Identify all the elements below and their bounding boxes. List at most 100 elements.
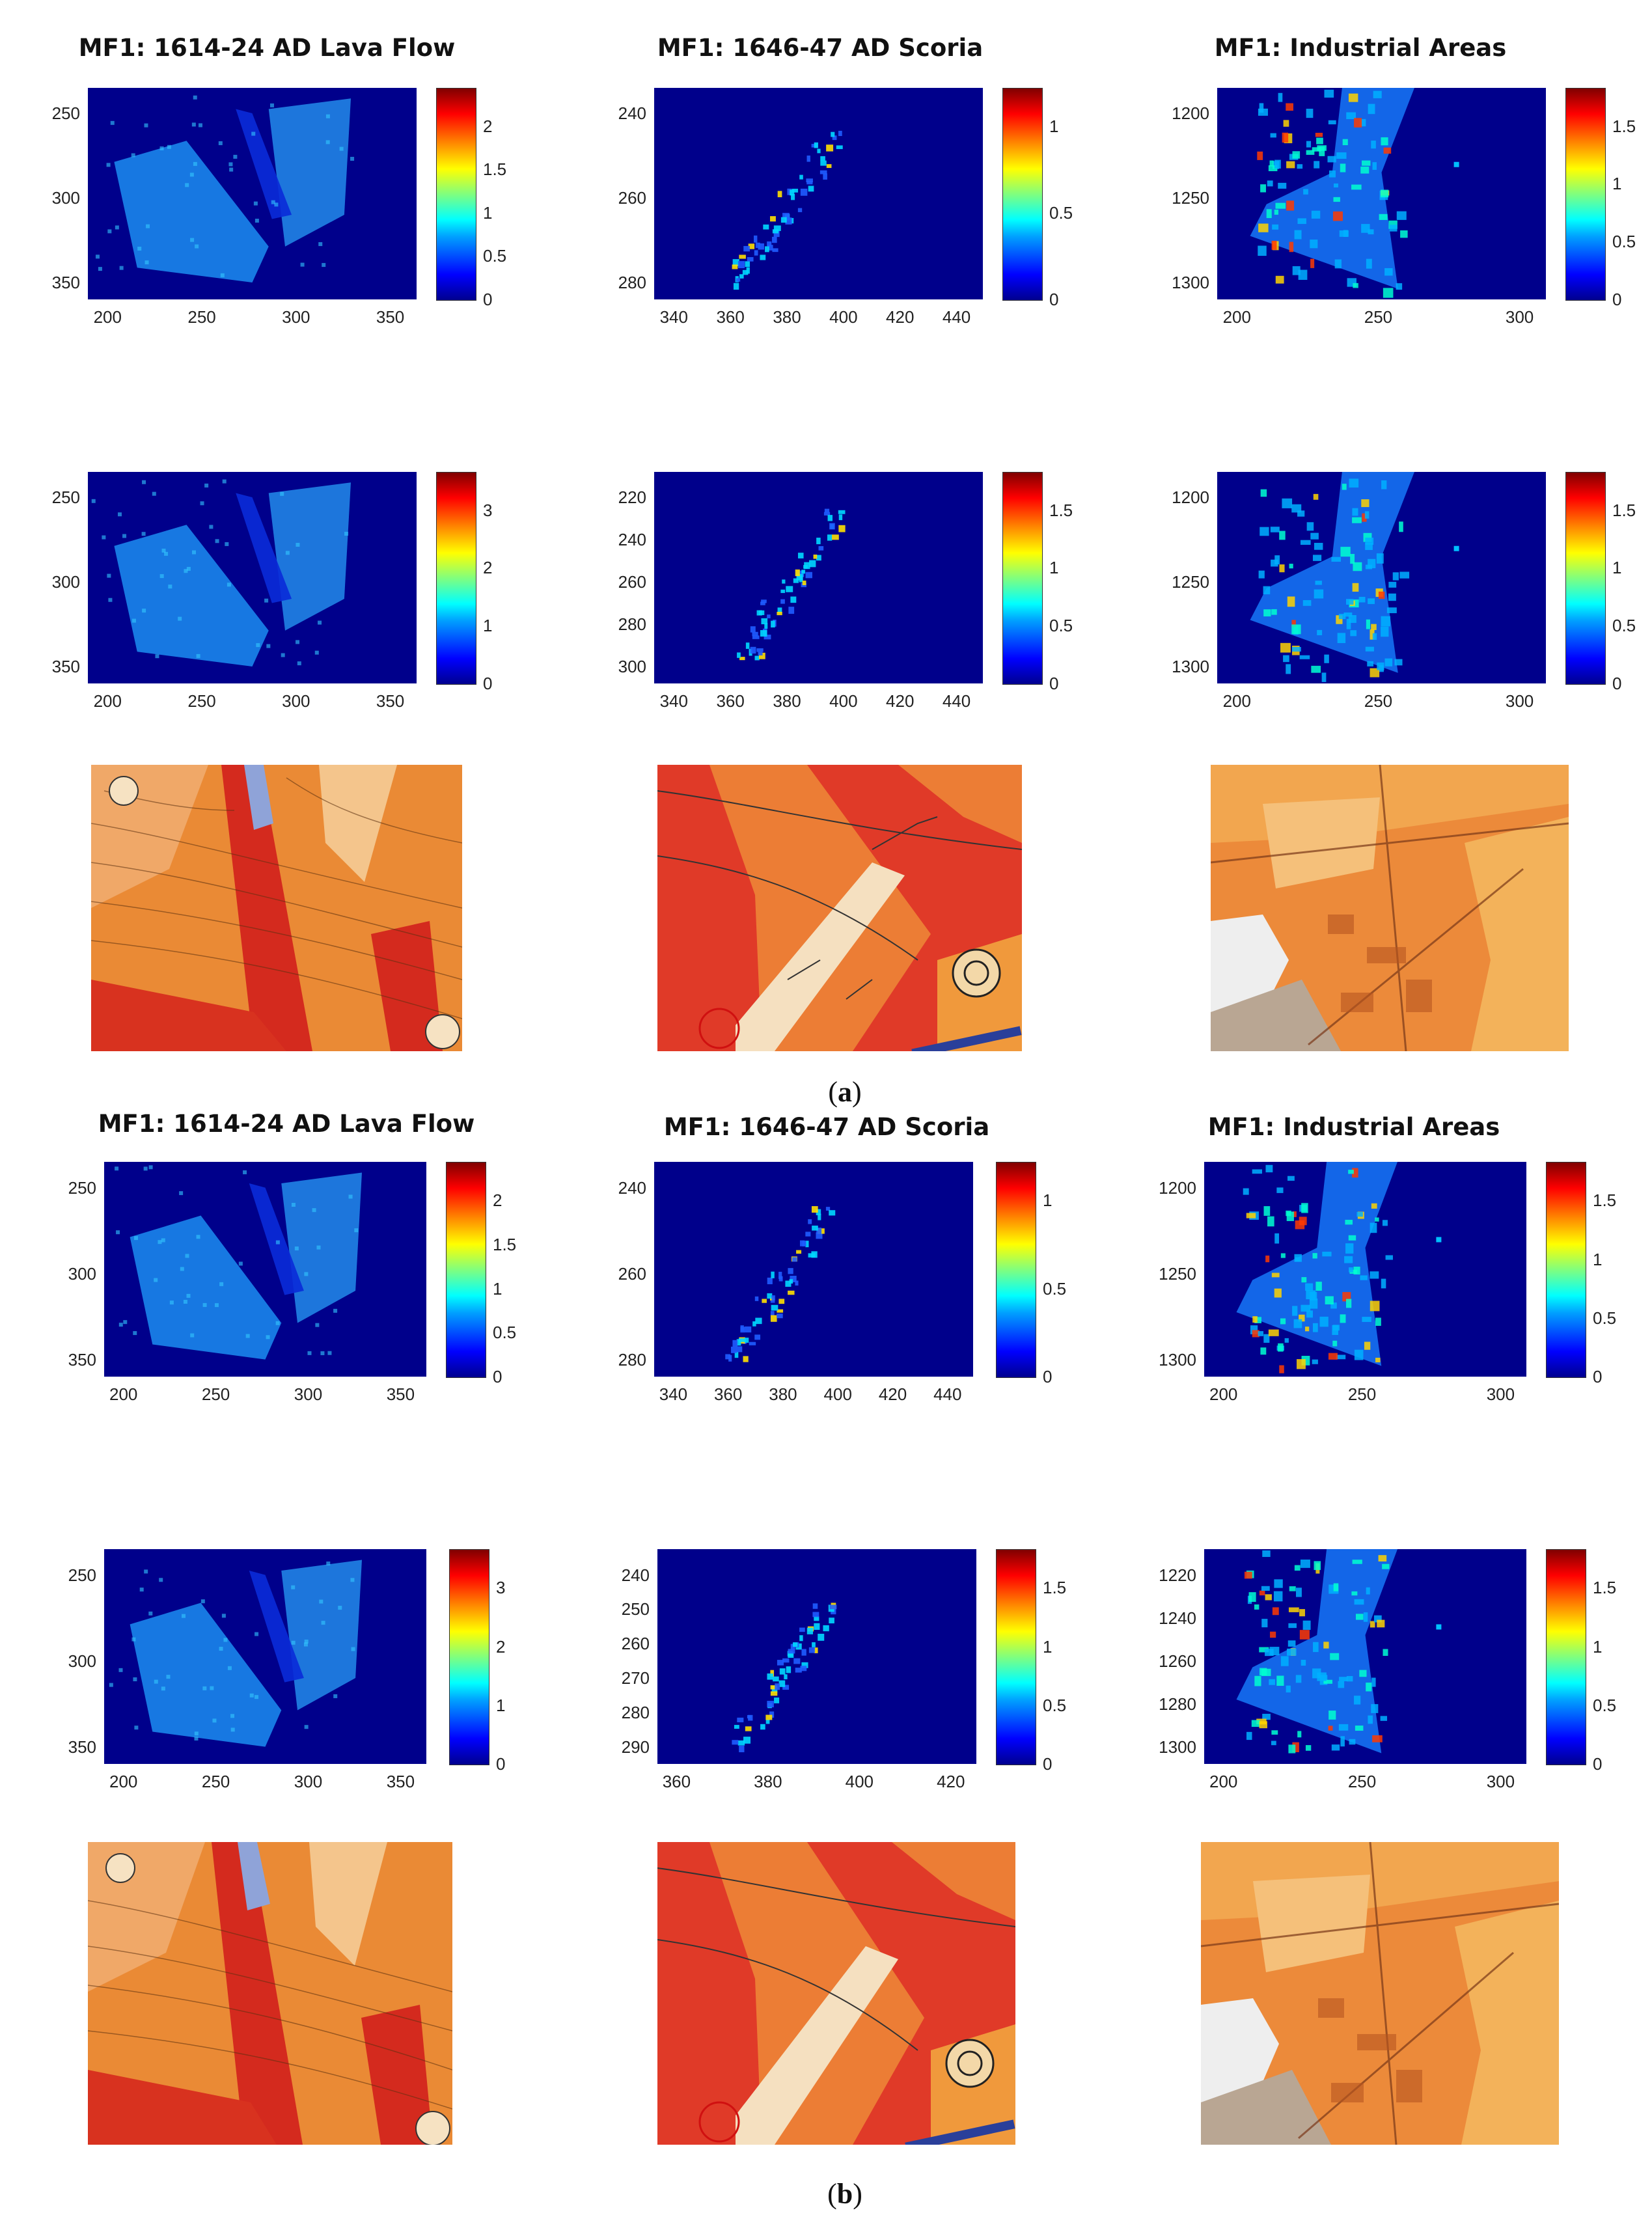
x-tick-label: 440 (933, 1384, 962, 1404)
x-tick-label: 340 (659, 307, 688, 327)
y-tick-label: 240 (618, 103, 646, 123)
colorbar-tick-label: 1 (1043, 1636, 1053, 1657)
colorbar-tick-label: 0 (1593, 1367, 1603, 1386)
y-tick-label: 1250 (1172, 188, 1209, 208)
colorbar-tick-label: 0 (1593, 1754, 1603, 1774)
x-tick-label: 200 (1209, 1772, 1238, 1791)
colorbar-tick-label: 0 (1612, 674, 1622, 693)
heatmap-industrial-r2 (1204, 1162, 1526, 1377)
x-tick-label: 400 (823, 1384, 852, 1404)
colorbar (1546, 1162, 1586, 1378)
x-tick-label: 200 (93, 691, 122, 711)
x-tick-label: 380 (773, 307, 801, 327)
y-tick-label: 1240 (1159, 1608, 1196, 1628)
y-tick-label: 1300 (1159, 1349, 1196, 1369)
heatmap-lava-r1 (88, 472, 417, 683)
y-tick-label: 270 (621, 1668, 650, 1688)
colorbar-tick-label: 0 (496, 1754, 506, 1774)
x-tick-label: 250 (187, 307, 216, 327)
x-tick-label: 200 (93, 307, 122, 327)
y-tick-label: 290 (621, 1737, 650, 1757)
colorbar-tick-label: 0.5 (1043, 1695, 1067, 1715)
geologic-map-a-industrial (1211, 765, 1569, 1051)
y-tick-label: 240 (618, 530, 646, 549)
title-b-industrial: MF1: Industrial Areas (1207, 1113, 1500, 1141)
colorbar-tick-label: 1 (496, 1695, 506, 1715)
x-tick-label: 250 (1364, 307, 1393, 327)
heatmap-scoria-r0 (654, 88, 983, 299)
y-tick-label: 260 (621, 1634, 650, 1654)
colorbar-tick-label: 0.5 (1612, 232, 1636, 252)
colorbar-tick-label: 1 (1612, 558, 1622, 578)
x-tick-label: 350 (376, 691, 405, 711)
x-tick-label: 200 (1222, 691, 1251, 711)
heatmap-industrial-r3 (1204, 1549, 1526, 1764)
y-tick-label: 1250 (1172, 572, 1209, 592)
heatmap-industrial-r1 (1217, 472, 1546, 683)
x-tick-label: 420 (937, 1772, 965, 1791)
heatmap-lava-r0 (88, 88, 417, 299)
heatmap-lava-r2 (104, 1162, 426, 1377)
colorbar-tick-label: 0.5 (1049, 616, 1073, 636)
colorbar-tick-label: 1 (1593, 1249, 1603, 1269)
x-tick-label: 360 (713, 1384, 743, 1404)
y-tick-label: 280 (618, 614, 646, 634)
heatmap-scoria-r1 (654, 472, 983, 683)
title-a-scoria: MF1: 1646-47 AD Scoria (657, 34, 984, 62)
title-b-scoria: MF1: 1646-47 AD Scoria (663, 1113, 990, 1141)
x-tick-label: 250 (187, 691, 216, 711)
y-tick-label: 350 (51, 657, 80, 676)
colorbar-tick-label: 1.5 (1049, 500, 1073, 520)
y-tick-label: 260 (618, 572, 646, 592)
colorbar-tick-label: 0 (1049, 674, 1059, 693)
colorbar-tick-label: 0.5 (1049, 202, 1073, 223)
x-tick-label: 350 (386, 1772, 415, 1791)
colorbar-tick-label: 1 (1049, 116, 1059, 136)
y-tick-label: 250 (51, 103, 80, 123)
colorbar (449, 1549, 489, 1765)
colorbar-tick-label: 1 (1593, 1636, 1603, 1657)
y-tick-label: 1250 (1159, 1263, 1196, 1284)
heatmap-scoria-r3 (657, 1549, 976, 1764)
colorbar (996, 1549, 1036, 1765)
x-tick-label: 250 (1347, 1772, 1377, 1791)
x-tick-label: 380 (754, 1772, 782, 1791)
y-tick-label: 350 (68, 1349, 96, 1369)
y-tick-label: 300 (618, 657, 646, 676)
colorbar-tick-label: 0.5 (1043, 1278, 1067, 1299)
heatmap-industrial-r0 (1217, 88, 1546, 299)
y-tick-label: 300 (51, 572, 80, 592)
colorbar-tick-label: 0 (1612, 290, 1622, 309)
y-tick-label: 300 (68, 1263, 96, 1284)
y-tick-label: 250 (68, 1565, 96, 1585)
x-tick-label: 200 (1209, 1384, 1238, 1404)
geologic-map-b-scoria (657, 1842, 1015, 2145)
y-tick-label: 250 (621, 1599, 650, 1619)
x-tick-label: 350 (376, 307, 405, 327)
y-tick-label: 1200 (1159, 1177, 1196, 1198)
colorbar-tick-label: 1 (1049, 558, 1059, 578)
y-tick-label: 350 (51, 273, 80, 292)
geologic-map-a-lava (91, 765, 462, 1051)
y-tick-label: 1300 (1172, 657, 1209, 676)
x-tick-label: 300 (282, 307, 310, 327)
colorbar-tick-label: 1.5 (1612, 500, 1636, 520)
colorbar (436, 88, 476, 301)
colorbar-tick-label: 1.5 (1593, 1578, 1617, 1598)
y-tick-label: 350 (68, 1737, 96, 1757)
colorbar-tick-label: 0.5 (1593, 1308, 1617, 1328)
colorbar (1565, 88, 1606, 301)
title-a-industrial: MF1: Industrial Areas (1214, 34, 1507, 62)
x-tick-label: 250 (1364, 691, 1393, 711)
x-tick-label: 380 (773, 691, 801, 711)
colorbar (436, 472, 476, 685)
colorbar-tick-label: 1.5 (1043, 1578, 1067, 1598)
x-tick-label: 360 (716, 691, 745, 711)
colorbar-tick-label: 2 (496, 1636, 506, 1657)
colorbar-tick-label: 1 (483, 616, 493, 636)
colorbar-tick-label: 1.5 (1593, 1190, 1617, 1211)
x-tick-label: 300 (1505, 307, 1534, 327)
y-tick-label: 240 (621, 1565, 650, 1585)
x-tick-label: 200 (109, 1772, 138, 1791)
x-tick-label: 400 (829, 307, 858, 327)
